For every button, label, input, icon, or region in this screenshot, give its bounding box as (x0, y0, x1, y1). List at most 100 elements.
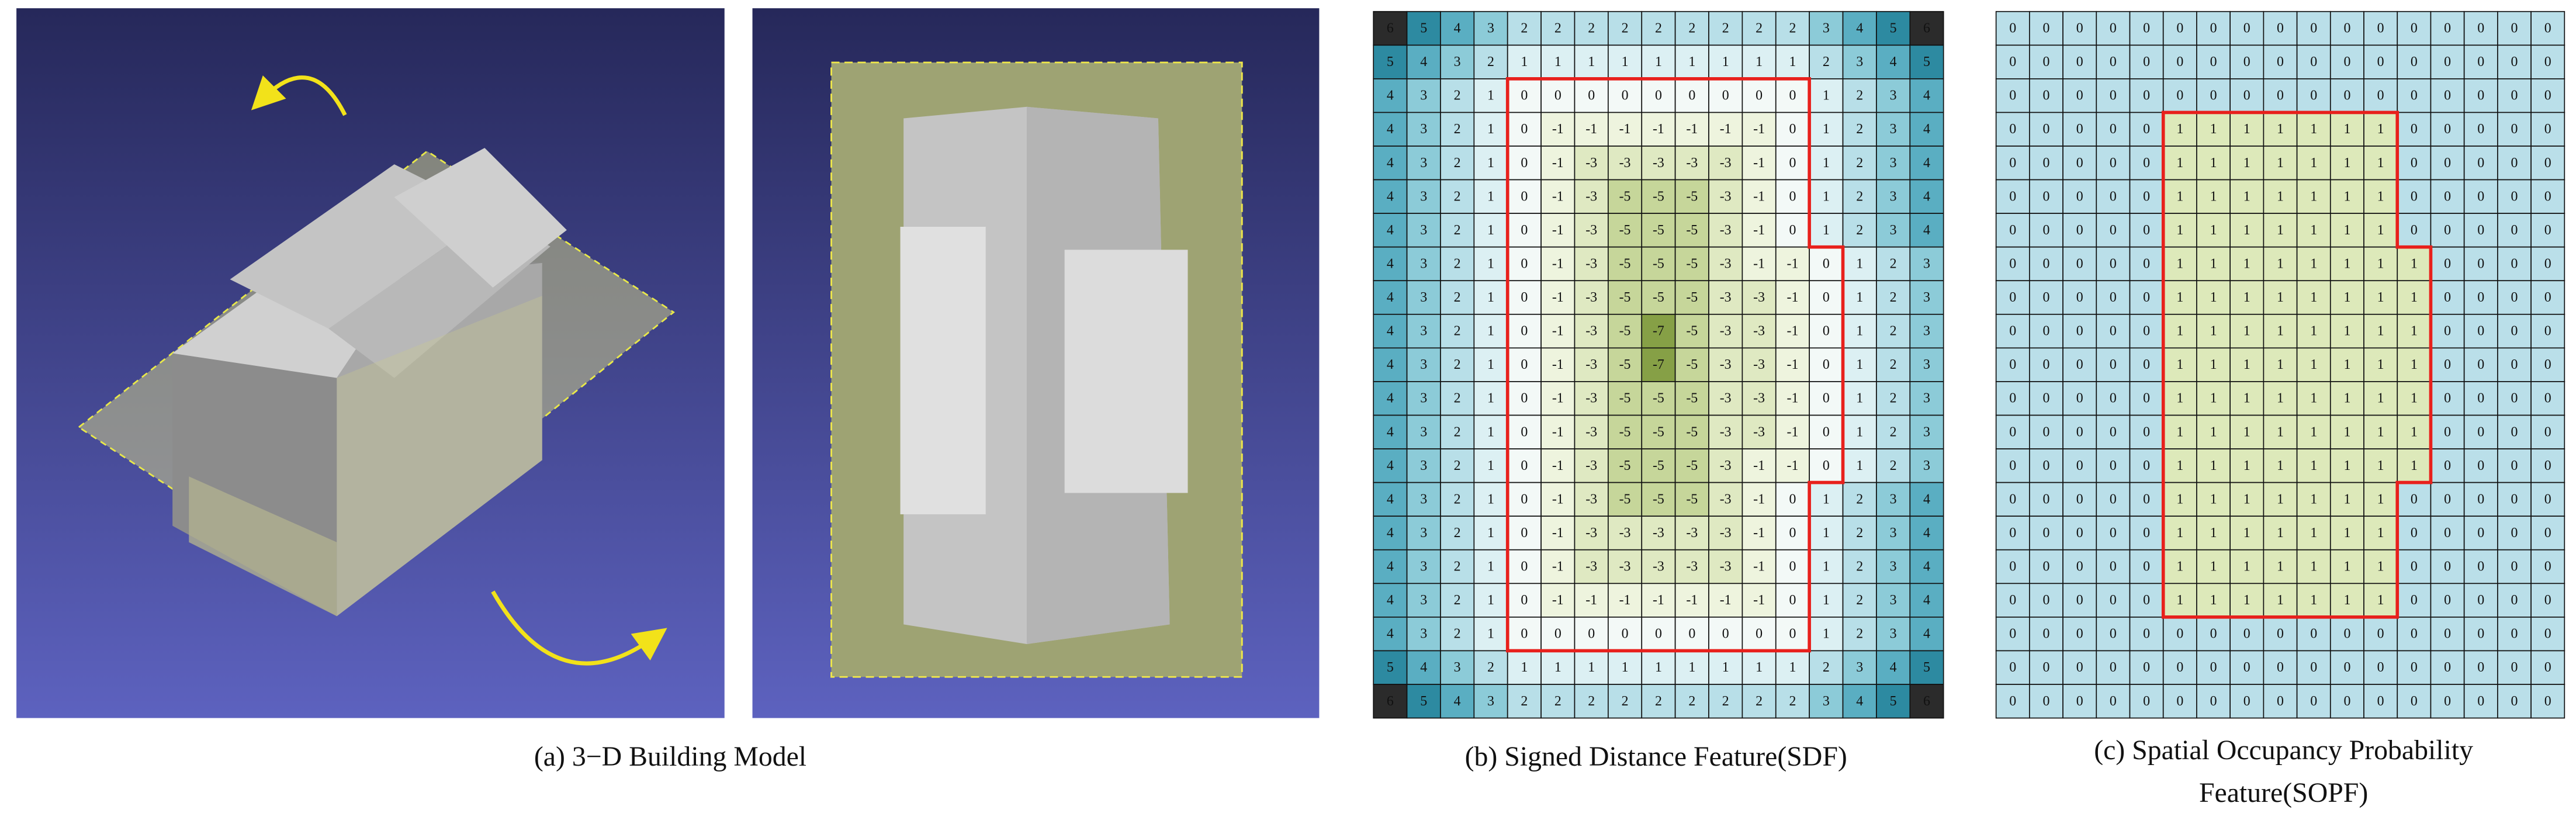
cell-value: 1 (2243, 155, 2250, 171)
cell-value: 1 (2277, 256, 2284, 271)
cell-value: -1 (1552, 525, 1564, 541)
grid-cell (1674, 617, 1709, 652)
grid-cell (1674, 515, 1709, 551)
grid-cell (1473, 112, 1508, 147)
cell-value: 0 (2143, 492, 2150, 507)
cell-value: 1 (1655, 54, 1662, 70)
cell-value: 0 (2511, 324, 2518, 339)
cell-value: 0 (2511, 627, 2518, 642)
grid-cell (2263, 617, 2298, 652)
grid-cell (2196, 684, 2231, 719)
cell-value: 0 (2009, 155, 2016, 171)
cell-value: 0 (2110, 525, 2117, 541)
cell-value: 1 (2176, 223, 2183, 238)
grid-cell (1440, 684, 1475, 719)
cell-value: 0 (2544, 627, 2551, 642)
grid-cell (2296, 11, 2331, 46)
grid-cell (1842, 549, 1877, 584)
cell-value: -5 (1686, 391, 1698, 406)
cell-value: 1 (2343, 189, 2350, 204)
grid-cell (2129, 482, 2164, 517)
cell-value: 0 (1521, 357, 1528, 372)
cell-value: 1 (1856, 424, 1863, 440)
grid-cell (2497, 313, 2532, 349)
grid-cell (2497, 280, 2532, 315)
cell-value: 0 (2444, 391, 2451, 406)
cell-value: 0 (2310, 627, 2317, 642)
cell-value: 0 (1521, 189, 1528, 204)
cell-value: 1 (2310, 559, 2317, 575)
cell-value: 3 (1890, 492, 1897, 507)
grid-cell (1540, 515, 1576, 551)
cell-value: 0 (2377, 694, 2384, 709)
grid-cell (1741, 617, 1777, 652)
cell-value: -3 (1720, 155, 1732, 171)
cell-value: 1 (1554, 660, 1561, 675)
grid-cell (1540, 313, 1576, 349)
cell-value: 0 (2009, 424, 2016, 440)
cell-value: 2 (1454, 357, 1461, 372)
cell-value: -3 (1585, 256, 1597, 271)
grid-cell (2162, 684, 2197, 719)
cell-value: 1 (2310, 223, 2317, 238)
cell-value: 3 (1823, 21, 1830, 36)
cell-value: -3 (1720, 324, 1732, 339)
grid-cell (1373, 617, 1408, 652)
grid-cell (1809, 11, 1844, 46)
grid-cell (1473, 381, 1508, 416)
grid-cell (2397, 617, 2432, 652)
grid-cell (1708, 179, 1743, 214)
cell-value: 1 (1487, 223, 1494, 238)
cell-value: 0 (2277, 694, 2284, 709)
grid-cell (1540, 44, 1576, 79)
grid-cell (1741, 448, 1777, 483)
caption: Feature(SOPF) (2199, 777, 2368, 808)
grid-cell (1540, 112, 1576, 147)
cell-value: -1 (1585, 122, 1597, 137)
grid-cell (2329, 246, 2364, 282)
cell-value: 1 (2277, 357, 2284, 372)
cell-value: 1 (2243, 525, 2250, 541)
cell-value: 0 (2511, 21, 2518, 36)
cell-value: 0 (2511, 189, 2518, 204)
cell-value: 1 (1487, 88, 1494, 103)
grid-cell (1574, 684, 1609, 719)
cell-value: 2 (1454, 424, 1461, 440)
grid-cell (2463, 684, 2498, 719)
cell-value: 1 (2310, 122, 2317, 137)
cell-value: -3 (1585, 324, 1597, 339)
cell-value: -1 (1552, 492, 1564, 507)
grid-cell (2096, 381, 2131, 416)
cell-value: 0 (2477, 88, 2484, 103)
cell-value: 0 (2377, 627, 2384, 642)
grid-cell (2363, 617, 2398, 652)
cell-value: 2 (1890, 391, 1897, 406)
grid-cell (2329, 213, 2364, 248)
cell-value: 2 (1856, 155, 1863, 171)
cell-value: 1 (2411, 424, 2418, 440)
grid-cell (2062, 146, 2097, 181)
cell-value: 0 (2143, 21, 2150, 36)
grid-cell (1741, 179, 1777, 214)
cell-value: 0 (1823, 458, 1830, 473)
cell-value: -3 (1720, 391, 1732, 406)
grid-cell (2162, 78, 2197, 113)
cell-value: 0 (2009, 593, 2016, 608)
cell-value: 0 (1688, 88, 1695, 103)
grid-cell (2029, 112, 2063, 147)
cell-value: -1 (1653, 593, 1664, 608)
cell-value: 1 (2343, 391, 2350, 406)
cell-value: 0 (2544, 189, 2551, 204)
cell-value: 1 (2210, 458, 2217, 473)
cell-value: 0 (2544, 492, 2551, 507)
grid-cell (1574, 448, 1609, 483)
cell-value: 0 (1521, 155, 1528, 171)
cell-value: 3 (1890, 122, 1897, 137)
cell-value: 1 (2377, 155, 2384, 171)
grid-cell (2062, 347, 2097, 382)
cell-value: 0 (2243, 88, 2250, 103)
cell-value: 3 (1923, 324, 1930, 339)
cell-value: 0 (2411, 122, 2418, 137)
cell-value: 0 (1521, 492, 1528, 507)
grid-cell (1641, 549, 1676, 584)
